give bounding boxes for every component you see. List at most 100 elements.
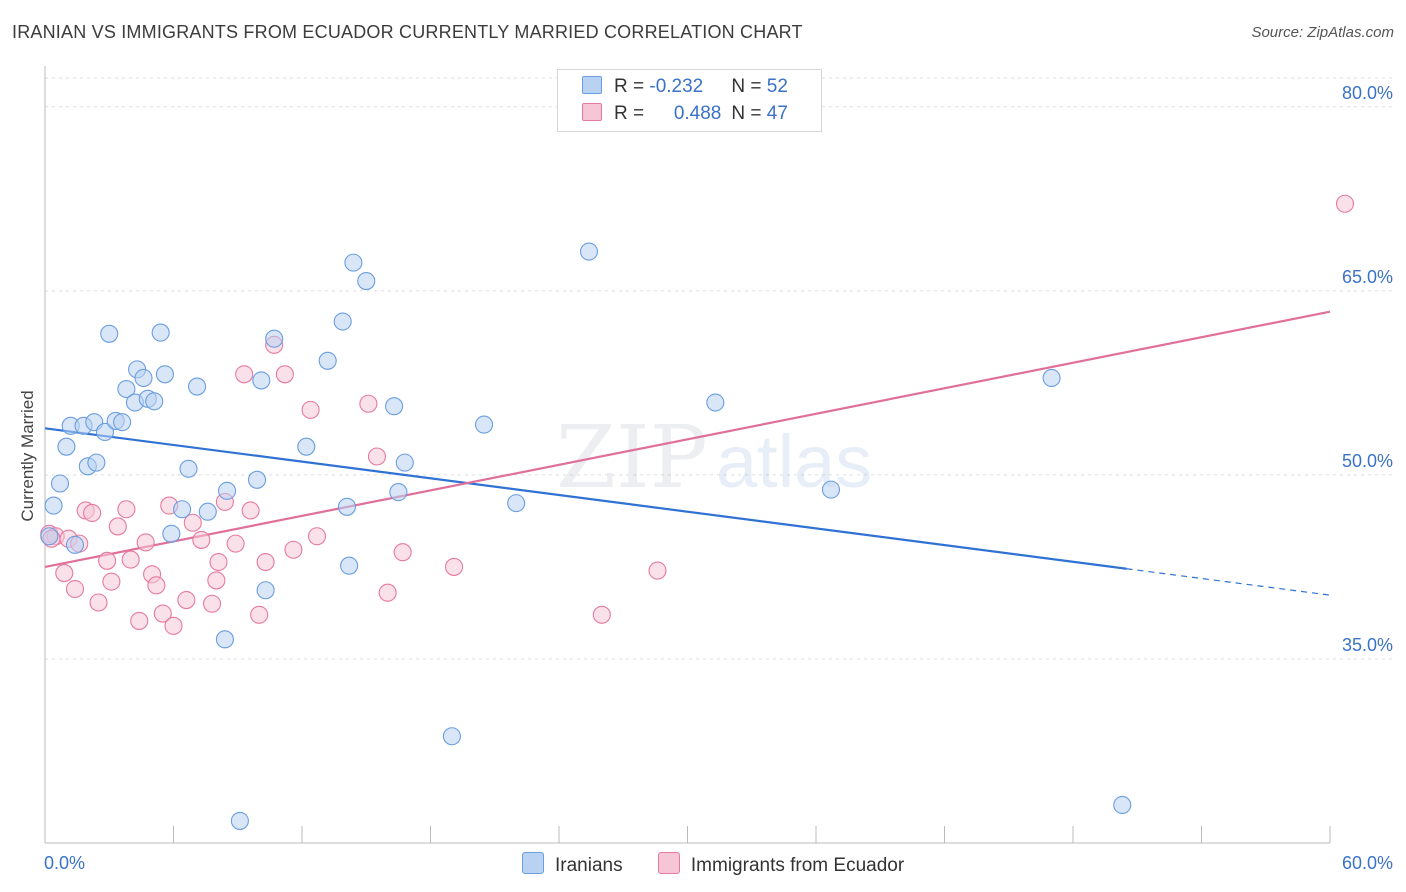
series-legend: Iranians Immigrants from Ecuador (522, 852, 934, 877)
point-iranians (297, 437, 316, 456)
point-iranians (179, 459, 198, 478)
legend-n-value: 47 (766, 103, 788, 124)
legend-r-label: R = (614, 103, 650, 124)
x-tick-label: 0.0% (44, 853, 85, 873)
y-tick-label: 65.0% (1342, 267, 1393, 287)
watermark-atlas: atlas (716, 420, 872, 503)
point-iranians (357, 271, 376, 291)
legend-swatch-ecuador (657, 852, 680, 874)
point-ecuador (393, 543, 412, 562)
legend-row-ecuador: R = 0.488 N = 47 (582, 103, 788, 125)
point-ecuador (256, 552, 275, 572)
point-ecuador (147, 576, 166, 595)
point-iranians (333, 312, 352, 331)
point-ecuador (359, 394, 378, 413)
point-iranians (247, 470, 267, 489)
point-ecuador (275, 365, 294, 384)
point-ecuador (367, 447, 387, 466)
point-iranians (113, 413, 132, 432)
point-ecuador (164, 616, 183, 635)
point-ecuador (301, 400, 320, 419)
watermark-zip: ZIP (556, 408, 708, 508)
legend-item-iranians: Iranians (522, 852, 623, 877)
point-iranians (344, 253, 363, 272)
y-tick-label: 80.0% (1342, 83, 1393, 103)
legend-swatch-iranians (522, 852, 544, 874)
point-iranians (44, 496, 63, 515)
point-ecuador (183, 513, 202, 532)
legend-row-iranians: R = -0.232 N = 52 (582, 76, 788, 98)
point-ecuador (98, 551, 117, 570)
legend-item-ecuador: Immigrants from Ecuador (657, 852, 905, 877)
point-iranians (318, 351, 337, 370)
correlation-legend: R = -0.232 N = 52 R = 0.488 N = 47 (557, 69, 822, 132)
legend-label-iranians: Iranians (555, 855, 623, 876)
point-ecuador (117, 500, 136, 519)
point-iranians (198, 502, 217, 521)
point-ecuador (226, 534, 245, 553)
point-iranians (389, 483, 408, 502)
point-ecuador (153, 604, 172, 623)
point-ecuador (83, 503, 102, 522)
legend-label-ecuador: Immigrants from Ecuador (690, 855, 905, 876)
legend-n-value: 52 (766, 76, 788, 97)
point-iranians (507, 494, 526, 513)
point-iranians (442, 727, 461, 746)
point-ecuador (207, 571, 226, 590)
legend-swatch-iranians (582, 76, 602, 94)
chart-source: Source: ZipAtlas.com (1251, 24, 1394, 41)
y-tick-label: 35.0% (1342, 635, 1393, 655)
trend-lines (44, 310, 1331, 596)
point-ecuador (89, 593, 108, 612)
point-iranians (256, 581, 275, 600)
trend-line-iranians-extension (1126, 568, 1331, 596)
legend-swatch-ecuador (582, 103, 602, 121)
point-iranians (50, 474, 70, 493)
point-iranians (151, 323, 170, 342)
point-ecuador (307, 527, 327, 546)
legend-n-label: N = (731, 76, 767, 97)
point-iranians (821, 480, 841, 499)
point-iranians (57, 437, 76, 456)
point-iranians (706, 393, 725, 412)
point-ecuador (250, 605, 269, 624)
x-tick-label: 60.0% (1342, 853, 1393, 873)
legend-n-label: N = (731, 103, 767, 124)
point-iranians (100, 324, 119, 343)
point-iranians (230, 811, 249, 830)
legend-r-value: 0.488 (673, 103, 722, 124)
point-ecuador (102, 572, 121, 591)
point-ecuador (65, 579, 85, 599)
point-iranians (340, 556, 359, 575)
point-iranians (87, 453, 106, 472)
legend-r-label: R = (614, 76, 650, 97)
point-ecuador (55, 564, 74, 583)
point-iranians (217, 481, 237, 500)
point-ecuador (241, 501, 260, 520)
point-iranians (252, 371, 271, 390)
watermark: ZIP atlas (556, 408, 872, 508)
point-ecuador (192, 530, 211, 549)
point-ecuador (648, 561, 667, 580)
point-iranians (579, 242, 599, 261)
point-iranians (1113, 795, 1132, 815)
axes (44, 66, 1331, 844)
point-iranians (117, 379, 136, 399)
point-iranians (162, 524, 181, 543)
point-iranians (173, 500, 192, 519)
legend-r-value: -0.232 (649, 76, 704, 97)
point-iranians (134, 368, 153, 388)
point-iranians (145, 392, 164, 411)
y-tick-label: 50.0% (1342, 451, 1393, 471)
point-ecuador (378, 583, 397, 602)
trend-line-iranians (44, 427, 1127, 570)
point-iranians (337, 497, 357, 516)
point-ecuador (136, 533, 155, 552)
point-ecuador (209, 552, 228, 572)
point-ecuador (108, 517, 127, 536)
point-iranians (188, 377, 207, 396)
point-ecuador (1335, 194, 1355, 213)
chart-title: IRANIAN VS IMMIGRANTS FROM ECUADOR CURRE… (12, 22, 803, 42)
point-iranians (95, 422, 115, 442)
